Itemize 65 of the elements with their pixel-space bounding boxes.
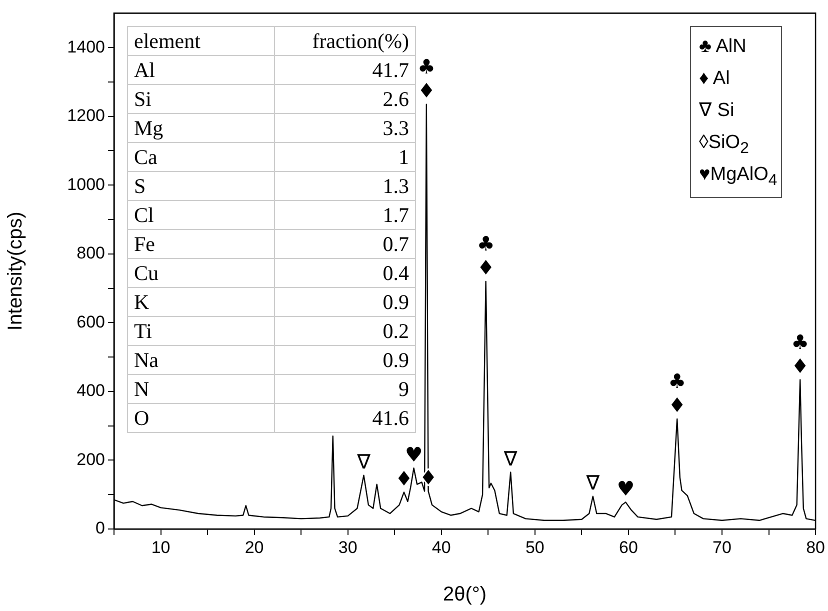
annotation: O [128,404,274,432]
x-tick-label: 10 [151,538,170,557]
annotation: 9 [274,374,416,404]
y-tick-label: 1400 [67,37,105,56]
annotation: ∇ [585,470,600,495]
annotation: 0.9 [274,288,416,316]
annotation: ◊SiO$_{2}$ [699,131,750,159]
annotation: Cu [128,258,274,288]
x-tick-label: 70 [712,538,732,557]
annotation: ♦ [417,78,436,103]
annotation: Mg [128,114,274,142]
annotation: S [128,172,274,200]
y-tick-label: 0 [96,518,105,538]
annotation: ♦ [476,256,495,280]
x-tick-label: 80 [806,538,826,557]
y-axis-title: Intensity(cps) [4,212,27,331]
annotation: Fe [128,230,274,258]
annotation: ♥ [616,476,635,500]
annotation: ♣ [476,232,495,256]
annotation: 1.7 [274,200,416,230]
y-tick-label: 800 [76,244,105,263]
annotation: ♣ AlN [699,35,748,59]
annotation: 0.9 [274,346,416,374]
annotation: Cl [128,200,274,230]
annotation: Ti [128,316,274,346]
x-axis-title: 2θ(°) [442,584,487,606]
annotation: fraction(%) [274,26,416,56]
annotation: ♥MgAlO$_{4}$ [699,163,778,191]
annotation: ♣ [668,369,686,394]
annotation: ♦ [668,393,686,418]
annotation: 0.4 [274,258,416,288]
annotation: 41.7 [274,56,416,84]
annotation: 0.2 [274,316,416,346]
x-tick-label: 40 [432,538,451,557]
y-tick-label: 1000 [67,174,105,194]
annotation: Na [128,346,274,374]
y-tick-label: 200 [76,450,105,469]
annotation: Ca [128,142,274,172]
annotation: Si [128,84,274,114]
annotation: element [128,26,274,56]
annotation: 3.3 [274,114,416,142]
annotation: 41.6 [274,404,416,432]
annotation: ♦ [395,466,413,490]
y-tick-label: 600 [76,312,105,332]
annotation: ♥ [404,442,423,466]
annotation: ∇ Si [699,99,736,123]
annotation: ♣ [417,54,436,79]
annotation: K [128,288,274,316]
x-tick-label: 20 [244,538,264,557]
annotation: ∇ [356,450,372,474]
annotation: 0.7 [274,230,416,258]
annotation: ♣ [791,330,810,354]
annotation: N [128,374,274,404]
y-tick-label: 400 [76,381,105,400]
x-tick-label: 60 [619,538,638,557]
annotation: 1.3 [274,172,416,200]
x-tick-label: 30 [338,538,358,557]
annotation: 2.6 [274,84,416,114]
annotation: ∇ [502,446,518,470]
annotation: ♦ [791,354,810,378]
annotation: Al [128,56,274,84]
y-tick-label: 1200 [67,106,105,126]
x-tick-label: 50 [525,538,544,557]
annotation: ♦ Al [699,67,731,91]
annotation: 1 [274,142,416,172]
